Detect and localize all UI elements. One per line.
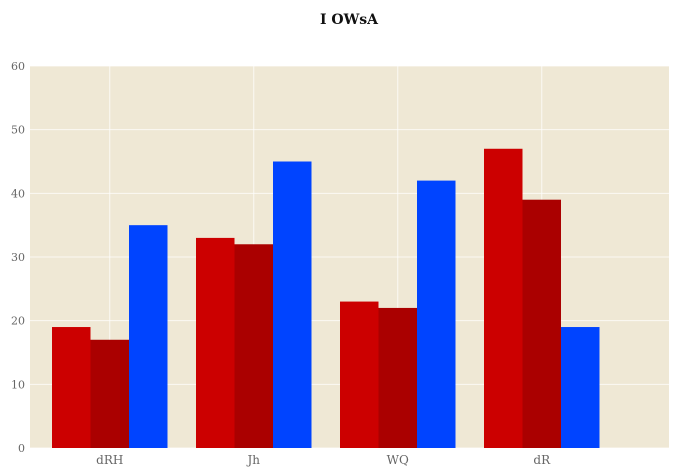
x-tick-label: dR xyxy=(533,453,551,467)
bar xyxy=(561,327,600,448)
bar xyxy=(378,307,417,448)
bar xyxy=(196,237,235,448)
x-axis-ticks: dRH Jh WQ dR xyxy=(96,453,551,467)
y-tick-label: 60 xyxy=(11,60,25,73)
y-tick-label: 30 xyxy=(11,251,25,264)
bar xyxy=(129,225,168,448)
y-axis-ticks: 0 10 20 30 40 50 60 xyxy=(11,60,25,455)
bar xyxy=(417,180,456,448)
x-tick-label: dRH xyxy=(96,453,123,467)
y-tick-label: 20 xyxy=(11,315,25,328)
bar xyxy=(340,301,379,448)
bar xyxy=(52,327,91,448)
bar xyxy=(234,244,273,448)
y-tick-label: 0 xyxy=(18,442,25,455)
chart-title: I OWsA xyxy=(320,12,379,28)
y-tick-label: 10 xyxy=(11,378,25,391)
bar xyxy=(273,161,312,448)
x-tick-label: Jh xyxy=(245,453,260,467)
bar xyxy=(90,339,129,448)
x-tick-label: WQ xyxy=(387,453,409,467)
bar xyxy=(522,199,561,448)
bar xyxy=(484,148,523,448)
y-tick-label: 40 xyxy=(11,187,25,200)
bars xyxy=(52,148,600,448)
y-tick-label: 50 xyxy=(11,124,25,137)
